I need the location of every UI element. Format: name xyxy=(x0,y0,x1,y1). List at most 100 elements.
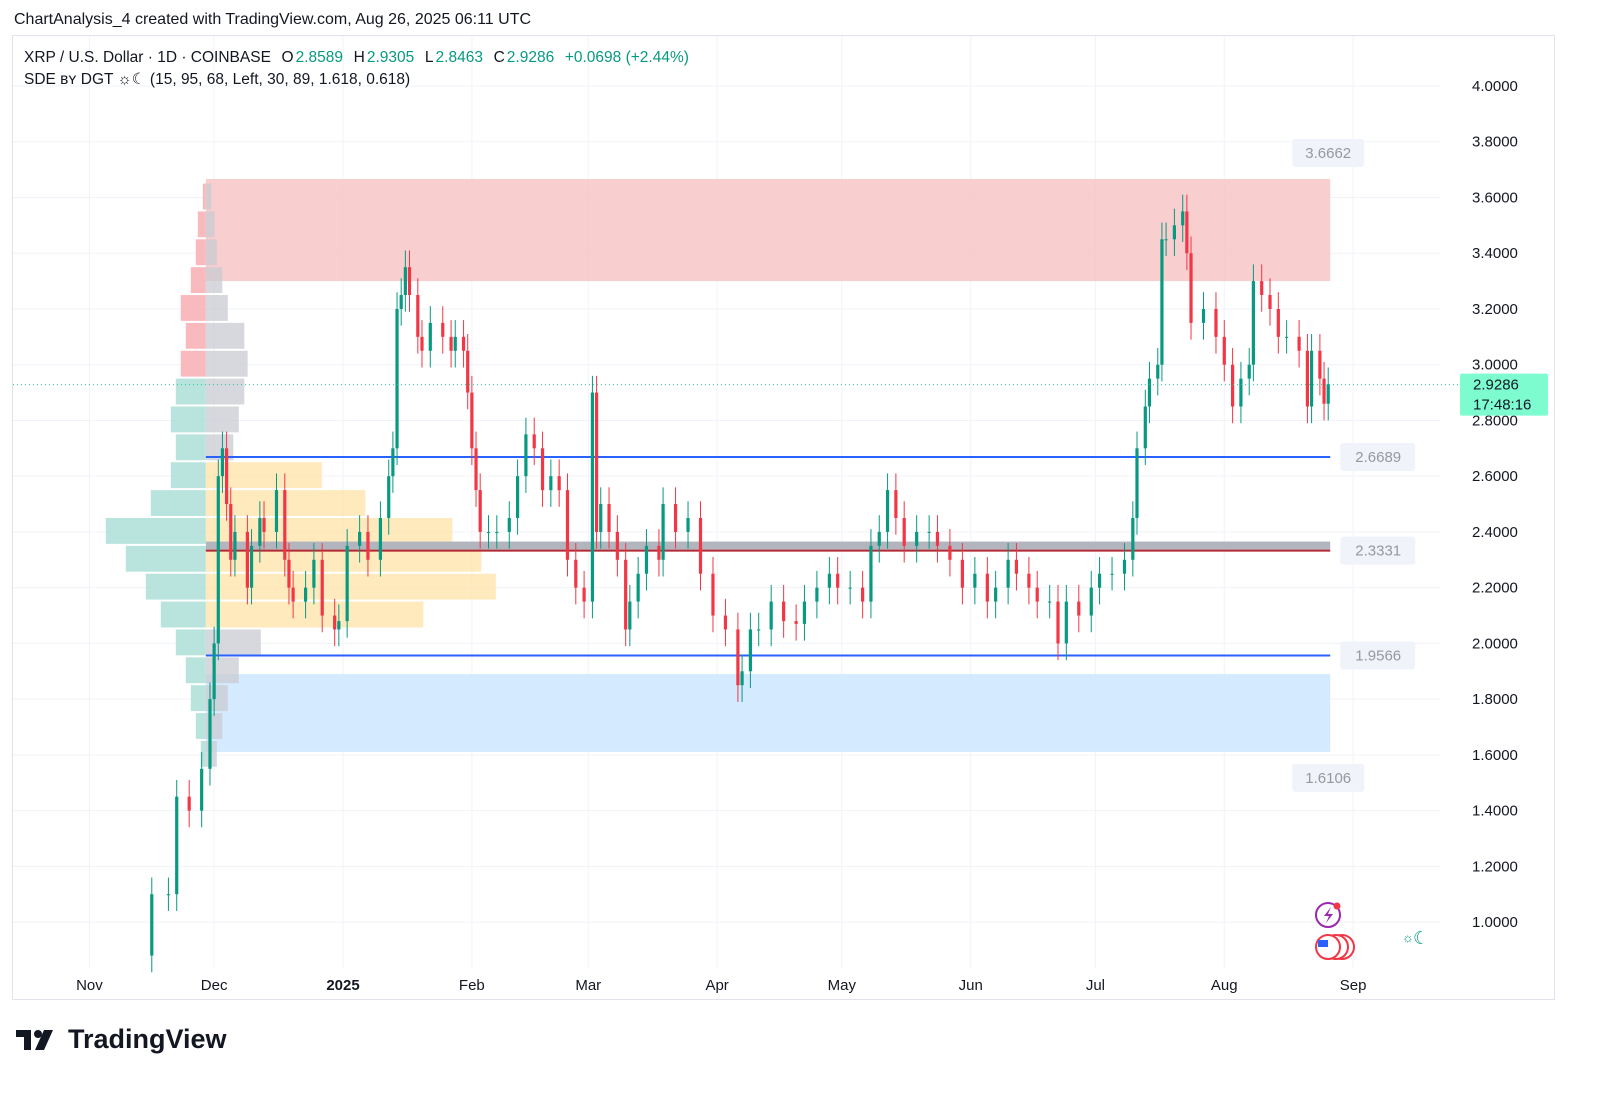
candle-body xyxy=(486,531,491,533)
y-tick-label: 3.4000 xyxy=(1472,245,1518,262)
candle-body xyxy=(245,531,249,588)
volume-profile-bar-right xyxy=(205,350,248,377)
candle-body xyxy=(1164,239,1168,241)
volume-profile-bar-left xyxy=(175,378,206,405)
low-value: 2.8463 xyxy=(435,49,483,66)
volume-profile-bar-left xyxy=(190,267,206,294)
candle-body xyxy=(540,448,545,491)
candle-body xyxy=(200,768,204,811)
candle-body xyxy=(515,476,520,518)
candle-body xyxy=(1239,378,1243,407)
candle-body xyxy=(815,587,819,602)
symbol-info[interactable]: XRP / U.S. Dollar · 1D · COINBASE xyxy=(24,49,271,66)
indicator-label[interactable]: SDE ʙʏ DGT ☼☾ (15, 95, 68, Left, 30, 89,… xyxy=(24,71,411,88)
volume-profile-bar-left xyxy=(202,183,206,210)
y-tick-label: 2.6000 xyxy=(1472,468,1518,485)
candle-body xyxy=(208,699,212,769)
volume-profile-bar-right xyxy=(205,517,453,544)
y-tick-label: 2.4000 xyxy=(1472,524,1518,541)
candle-body xyxy=(1048,601,1052,603)
x-tick-label: Aug xyxy=(1211,977,1238,994)
x-tick-label: Feb xyxy=(459,977,485,994)
volume-profile-bar-right xyxy=(205,657,239,684)
candle-body xyxy=(673,504,678,532)
candle-body xyxy=(399,295,403,309)
candle-body xyxy=(985,573,989,602)
candle-body xyxy=(225,448,229,505)
candle-body xyxy=(948,545,952,560)
open-label: O xyxy=(281,49,294,66)
volume-profile-bar-left xyxy=(145,573,206,600)
candle-body xyxy=(686,517,690,532)
candle-body xyxy=(902,517,906,546)
candle-body xyxy=(320,559,324,616)
candle-body xyxy=(723,615,728,630)
candle-body xyxy=(333,615,337,630)
candle-body xyxy=(229,504,233,560)
x-tick-label: Jun xyxy=(959,977,983,994)
candle-body xyxy=(441,322,445,337)
volume-profile-bar-right xyxy=(205,434,234,461)
volume-profile-bar-left xyxy=(105,517,206,544)
volume-profile-bar-left xyxy=(200,740,206,767)
x-tick-label: 2025 xyxy=(326,977,359,994)
candle-body xyxy=(461,336,466,351)
candle-body xyxy=(1189,253,1193,323)
volume-profile-bar-left xyxy=(197,211,206,238)
close-value: 2.9286 xyxy=(506,49,555,66)
volume-profile-bar-left xyxy=(160,601,206,628)
candle-body xyxy=(1035,587,1039,602)
chart-legend: XRP / U.S. Dollar · 1D · COINBASE O 2.858… xyxy=(24,47,691,91)
y-tick-label: 4.0000 xyxy=(1472,78,1518,95)
candle-body xyxy=(1214,308,1218,337)
candle-body xyxy=(283,490,287,560)
candle-body xyxy=(358,531,362,546)
candle-body xyxy=(927,531,931,533)
level-label-box xyxy=(1340,641,1416,670)
candle-body xyxy=(615,531,619,560)
candle-body xyxy=(1222,336,1226,365)
candle-body xyxy=(1064,601,1068,644)
level-label: 1.9566 xyxy=(1355,647,1401,664)
candle-body xyxy=(1285,336,1289,338)
brand-name: TradingView xyxy=(68,1024,227,1054)
candle-body xyxy=(827,573,831,588)
zone-label: 3.6662 xyxy=(1305,145,1351,162)
chart-frame[interactable] xyxy=(12,35,1555,1000)
zone-label-box xyxy=(1292,139,1365,168)
candle-body xyxy=(1131,517,1135,560)
candle-body xyxy=(736,629,740,686)
candle-body xyxy=(1260,281,1264,296)
y-tick-label: 1.2000 xyxy=(1472,858,1518,875)
x-tick-label: May xyxy=(828,977,857,994)
lightning-bolt-icon xyxy=(1324,907,1333,923)
volume-profile-bar-right xyxy=(205,267,223,294)
candle-body xyxy=(1247,364,1251,379)
volume-profile-bar-right xyxy=(205,239,217,266)
candle-body xyxy=(1089,587,1093,616)
candle-body xyxy=(607,504,611,532)
symbol-row: XRP / U.S. Dollar · 1D · COINBASE O 2.858… xyxy=(24,47,691,69)
candle-body xyxy=(150,894,154,956)
candle-body xyxy=(973,573,977,588)
volume-profile-bar-left xyxy=(190,685,206,712)
candle-body xyxy=(1097,573,1102,588)
candle-body xyxy=(1268,295,1272,309)
candle-body xyxy=(594,392,599,532)
chart-caption: ChartAnalysis_4 created with TradingView… xyxy=(14,11,532,28)
y-tick-label: 1.4000 xyxy=(1472,803,1518,820)
volume-profile-bar-left xyxy=(185,657,206,684)
candle-body xyxy=(1077,601,1081,616)
candle-body xyxy=(994,587,998,602)
volume-profile-bar-left xyxy=(180,350,206,377)
volume-profile-bar-left xyxy=(170,406,206,433)
y-tick-label: 2.2000 xyxy=(1472,580,1518,597)
x-tick-label: Nov xyxy=(76,977,103,994)
candle-body xyxy=(769,601,773,630)
candle-body xyxy=(582,587,586,602)
candle-body xyxy=(757,629,761,631)
sun-icon: ☼ xyxy=(1402,930,1414,945)
y-tick-label: 3.6000 xyxy=(1472,189,1518,206)
x-tick-label: Mar xyxy=(575,977,601,994)
